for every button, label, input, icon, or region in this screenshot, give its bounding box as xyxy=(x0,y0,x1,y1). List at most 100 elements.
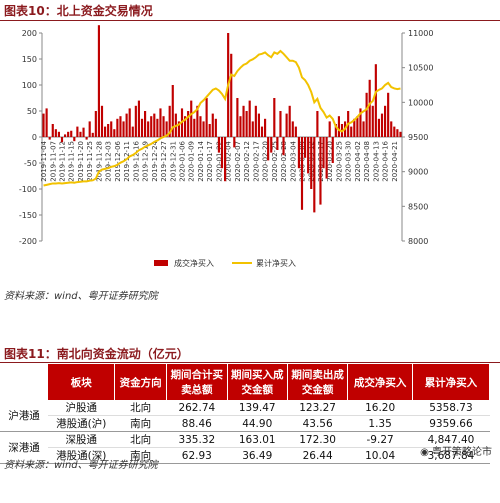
table-cell: 4,847.40 xyxy=(412,431,490,448)
figure-title: 图表10：北上资金交易情况 xyxy=(4,4,153,18)
x-tick-label: 2020-04-08 xyxy=(363,141,371,182)
x-tick-label: 2020-01-17 xyxy=(206,141,214,182)
header-cell: 板块 xyxy=(47,364,116,400)
x-tick-label: 2020-02-12 xyxy=(243,141,251,182)
table-cell: 3,687.84 xyxy=(412,447,490,464)
bar xyxy=(396,129,399,137)
x-tick-label: 2020-04-16 xyxy=(382,140,390,181)
table-cell: 88.46 xyxy=(166,415,228,432)
table-row: 港股通(沪) 南向 88.46 44.90 43.56 1.35 9359.66 xyxy=(0,415,490,432)
x-tick-label: 2020-04-13 xyxy=(372,141,380,182)
bar xyxy=(307,137,310,174)
bar xyxy=(254,105,257,137)
table-cell: 44.90 xyxy=(227,415,288,432)
flow-table: 板块 资金方向 期间合计买卖总额 期间买入成交金额 期间卖出成交金额 成交净买入 累计净买入… xyxy=(0,364,491,464)
bar xyxy=(140,118,144,137)
y-tick-label: -200 xyxy=(19,237,37,246)
bar xyxy=(242,105,245,137)
bar xyxy=(104,126,107,137)
x-tick-label: 2019-11-12 xyxy=(59,141,67,182)
bar xyxy=(184,116,187,137)
table-cell: 16.20 xyxy=(347,400,413,416)
bar xyxy=(150,116,153,137)
legend-label: 累计净买入 xyxy=(256,258,296,268)
bar xyxy=(371,105,374,137)
x-tick-label: 2019-12-27 xyxy=(160,141,168,182)
bar xyxy=(137,100,140,137)
x-tick-label: 2019-12-03 xyxy=(105,141,113,182)
bar xyxy=(294,126,297,137)
header-row: 板块 资金方向 期间合计买卖总额 期间买入成交金额 期间卖出成交金额 成交净买入 累计净买入 xyxy=(0,364,491,400)
bar xyxy=(42,113,45,137)
bar xyxy=(94,111,97,137)
bar xyxy=(82,127,85,137)
x-tick-label: 2020-04-21 xyxy=(391,141,399,182)
bar xyxy=(282,137,285,156)
bar xyxy=(377,118,380,137)
bar xyxy=(224,137,227,182)
x-tick-label: 2020-01-22 xyxy=(215,141,223,182)
table-cell: 北向 xyxy=(114,400,167,416)
bar xyxy=(273,98,276,137)
bar xyxy=(384,105,387,137)
bar xyxy=(119,116,122,137)
bar xyxy=(337,116,340,137)
x-tick-label: 2020-02-04 xyxy=(225,140,233,181)
bar xyxy=(328,121,331,137)
table-cell: 深股通 xyxy=(47,431,115,448)
bar xyxy=(57,131,60,137)
bar xyxy=(331,137,334,163)
table-cell: 1.35 xyxy=(347,415,413,432)
bar xyxy=(97,25,100,138)
bar xyxy=(190,100,193,137)
y2-tick-label: 10000 xyxy=(408,98,433,107)
y-tick-label: 0 xyxy=(32,133,37,142)
bar xyxy=(67,131,70,137)
y-tick-label: 150 xyxy=(22,55,37,64)
legend-label: 成交净买入 xyxy=(174,258,214,268)
y2-tick-label: 11000 xyxy=(408,29,433,38)
x-tick-label: 2019-12-19 xyxy=(142,141,150,182)
bar xyxy=(393,126,396,137)
x-tick-label: 2020-02-28 xyxy=(280,141,288,182)
header-cell: 资金方向 xyxy=(114,364,168,400)
y-tick-label: -150 xyxy=(19,211,37,220)
table-cell: -9.27 xyxy=(347,431,413,448)
bar xyxy=(368,79,371,137)
header-cell: 成交净买入 xyxy=(347,364,413,400)
x-tick-label: 2019-11-20 xyxy=(77,141,85,182)
table-cell: 9359.66 xyxy=(412,415,490,432)
bar xyxy=(325,137,328,179)
bar xyxy=(165,121,168,137)
bar xyxy=(353,118,356,137)
bar xyxy=(319,137,322,205)
table-cell: 港股通(深) xyxy=(47,447,115,464)
x-tick-label: 2020-01-14 xyxy=(197,140,205,181)
table-cell: 南向 xyxy=(114,447,167,464)
bar xyxy=(131,126,134,137)
table-cell: 123.27 xyxy=(287,400,348,416)
bar xyxy=(70,130,73,137)
x-tick-label: 2019-12-06 xyxy=(114,140,122,181)
bar xyxy=(208,124,211,137)
bar xyxy=(387,92,390,137)
x-tick-label: 2019-12-16 xyxy=(132,140,140,181)
header-cell: 期间卖出成交金额 xyxy=(287,364,349,400)
table-cell: 沪股通 xyxy=(47,400,115,416)
bar xyxy=(310,137,313,189)
y-tick-label: -100 xyxy=(19,185,37,194)
bar xyxy=(220,137,224,169)
bar xyxy=(230,53,233,137)
table-cell: 172.30 xyxy=(287,431,348,448)
bar xyxy=(248,100,251,137)
bar xyxy=(196,105,199,137)
bar xyxy=(285,113,288,137)
x-tick-label: 2020-01-06 xyxy=(179,140,187,181)
bar xyxy=(162,116,165,137)
bar xyxy=(236,98,239,137)
bar xyxy=(54,129,57,137)
bar xyxy=(76,126,79,137)
bar xyxy=(156,118,159,137)
bar xyxy=(79,131,82,137)
